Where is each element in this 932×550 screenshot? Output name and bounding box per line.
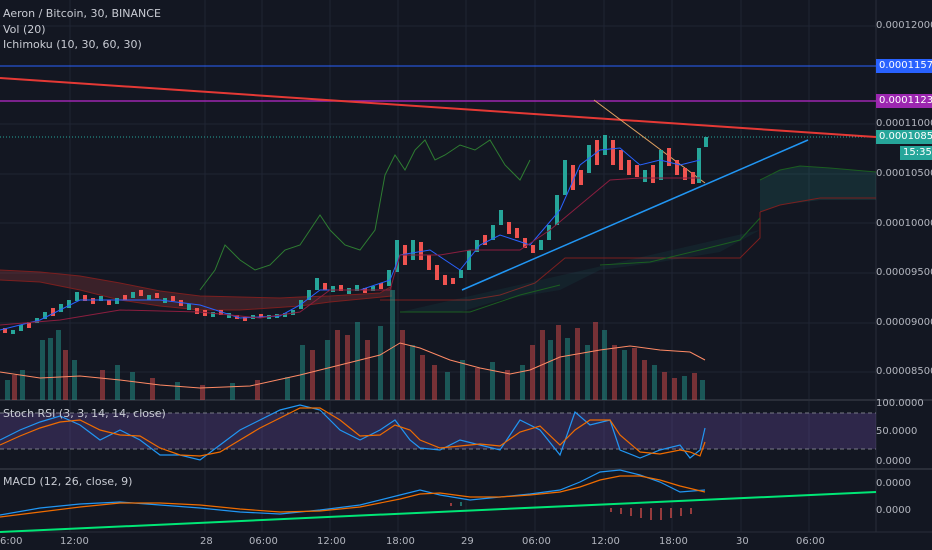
time-axis-label: 12:00	[60, 536, 89, 547]
macd-axis-label: 0.0000	[876, 505, 911, 516]
macd-signal-line	[0, 475, 706, 518]
macd-green-trendline[interactable]	[0, 491, 877, 533]
stoch-rsi-legend[interactable]: Stoch RSI (3, 3, 14, 14, close)	[3, 407, 166, 420]
price-axis-label: 0.00011000	[876, 118, 932, 129]
price-axis-label: 0.00008500	[876, 366, 932, 377]
time-axis-label: 12:00	[591, 536, 620, 547]
price-axis-label: 0.00012000	[876, 20, 932, 31]
ichimoku-cloud	[0, 165, 877, 313]
time-axis-label: 6:00	[0, 536, 23, 547]
stoch-axis-label: 50.0000	[876, 426, 918, 437]
ichimoku-base-line	[0, 177, 700, 326]
time-axis-label: 18:00	[386, 536, 415, 547]
volume-ma-line	[0, 342, 706, 389]
blue-line-price-tag: 0.00011579	[876, 59, 932, 73]
time-axis-label: 18:00	[659, 536, 688, 547]
time-axis-label: 30	[736, 536, 749, 547]
time-axis-label: 06:00	[522, 536, 551, 547]
macd-legend[interactable]: MACD (12, 26, close, 9)	[3, 475, 133, 488]
purple-line-price-tag: 0.00011234	[876, 94, 932, 108]
orange-trendline[interactable]	[593, 99, 706, 184]
time-axis-label: 12:00	[317, 536, 346, 547]
bar-countdown: 15:35	[900, 146, 932, 160]
time-axis-label: 29	[461, 536, 474, 547]
volume-bars	[5, 290, 705, 400]
stoch-axis-label: 0.0000	[876, 456, 911, 467]
macd-axis-label: 0.0000	[876, 478, 911, 489]
ichimoku-lagging-span	[199, 139, 531, 291]
time-axis-label: 06:00	[249, 536, 278, 547]
price-axis-label: 0.00009000	[876, 317, 932, 328]
price-axis-label: 0.00010500	[876, 168, 932, 179]
macd-histogram	[450, 502, 692, 520]
ichimoku-conversion-line	[0, 147, 701, 331]
macd-line	[0, 469, 706, 516]
ichimoku-legend[interactable]: Ichimoku (10, 30, 60, 30)	[3, 38, 142, 51]
blue-support-trendline[interactable]	[461, 139, 809, 291]
price-axis-label: 0.00010000	[876, 218, 932, 229]
time-axis-label: 28	[200, 536, 213, 547]
red-resistance-trendline[interactable]	[0, 77, 877, 138]
price-axis-label: 0.00009500	[876, 267, 932, 278]
stoch-d-line	[0, 407, 706, 457]
price-candles	[3, 135, 708, 334]
stoch-axis-label: 100.0000	[876, 398, 924, 409]
volume-legend[interactable]: Vol (20)	[3, 23, 46, 36]
time-axis-label: 06:00	[796, 536, 825, 547]
chart-title: Aeron / Bitcoin, 30, BINANCE	[3, 7, 161, 20]
current-price-tag: 0.00010857	[876, 130, 932, 144]
stoch-band	[0, 413, 876, 449]
